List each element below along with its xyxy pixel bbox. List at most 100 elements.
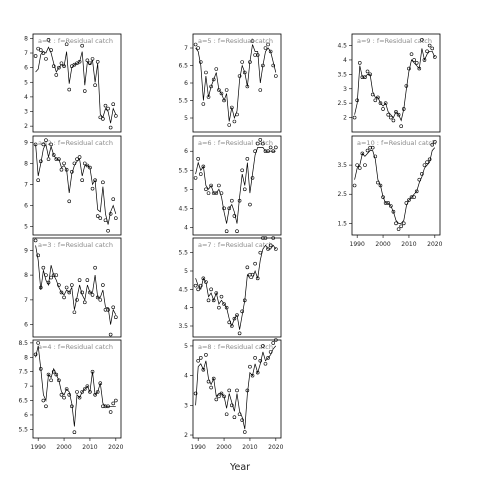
panel-7-point-8 (214, 291, 219, 295)
panel-4-point-10 (59, 392, 64, 397)
panel-4-point-30 (111, 401, 116, 406)
panel-1-point-0 (33, 54, 38, 58)
panel-5-ytick-label-1: 5.5 (178, 98, 188, 105)
panel-4-xtick-label-3: 2020 (108, 444, 123, 451)
panel-7-point-13 (227, 320, 232, 325)
panel-10-point-13 (386, 201, 391, 205)
panel-2-point-11 (62, 161, 66, 166)
panel-2-point-23 (93, 178, 97, 183)
panel-6-frame (192, 135, 282, 236)
panel-2-point-30 (111, 197, 116, 201)
panel-6-point-17 (237, 198, 242, 203)
panel-10-point-26 (420, 172, 424, 176)
panel-1-point-27 (103, 103, 108, 108)
panel-4-point-2 (38, 367, 43, 371)
panel-5-point-13 (227, 123, 232, 127)
panel-6-point-1 (196, 157, 200, 161)
panel-6-point-15 (232, 214, 237, 218)
panel-8-point-1 (196, 358, 200, 363)
panel-7-point-2 (198, 283, 203, 288)
panel-7-point-29 (268, 243, 273, 248)
panel-1-point-10 (59, 61, 64, 66)
panel-4-point-21 (88, 390, 92, 394)
panel-7-point-0 (193, 283, 198, 288)
panel-3-point-27 (103, 307, 108, 312)
panel-10-point-5 (365, 148, 370, 153)
panel-4-label: a=4 : f=Residual catch (38, 343, 113, 351)
panel-6-ytick-label-1: 4.5 (178, 205, 188, 212)
panel-4-point-31 (114, 398, 118, 403)
panel-8-point-11 (222, 394, 226, 399)
panel-7-point-26 (261, 236, 265, 240)
panel-2-point-21 (88, 165, 92, 170)
panel-1-label: a=1 : f=Residual catch (38, 37, 113, 45)
panel-10-point-22 (409, 195, 414, 199)
panel-2-point-26 (101, 180, 105, 185)
panel-3-fit-line (35, 245, 117, 325)
panel-9-point-30 (430, 46, 435, 51)
panel-2-ytick-label-3: 8 (24, 160, 28, 167)
panel-5-point-26 (261, 63, 265, 68)
panel-7-point-1 (196, 287, 200, 292)
panel-9-point-13 (386, 112, 391, 117)
panel-7-point-11 (222, 302, 226, 306)
panel-1-ytick-label-2: 4 (24, 94, 28, 101)
panel-10-xtick-label-0: 1990 (350, 241, 365, 248)
panel-7-ytick-label-2: 4.5 (178, 286, 188, 293)
panel-5-ytick-label-3: 6.5 (178, 63, 188, 70)
panel-3-point-13 (67, 290, 72, 295)
panel-1-point-25 (98, 115, 103, 120)
panel-8-point-4 (204, 353, 208, 357)
panel-1-point-22 (90, 57, 95, 61)
panel-10-point-24 (414, 189, 419, 194)
panel-2-point-2 (38, 159, 43, 164)
panel-10-point-9 (376, 180, 380, 185)
panel-5-point-24 (255, 53, 260, 57)
panel-1-point-11 (62, 64, 66, 68)
panel-8-point-17 (237, 412, 242, 417)
x-axis-title: Year (229, 462, 250, 473)
panel-4-fit-line (35, 345, 116, 427)
panel-3-point-6 (49, 275, 53, 280)
panel-7-ytick-label-4: 5.5 (178, 250, 188, 257)
panel-4-point-15 (72, 430, 77, 435)
panel-7-point-20 (245, 265, 250, 270)
panel-3-point-15 (72, 310, 77, 315)
panel-7-point-6 (209, 287, 213, 292)
panel-8-point-7 (211, 376, 216, 381)
panel-3-point-30 (111, 305, 116, 310)
panel-3-point-0 (33, 238, 38, 243)
panel-9-point-19 (401, 107, 406, 111)
panel-1-point-14 (70, 64, 74, 68)
panel-3-point-1 (36, 253, 40, 258)
panel-9-label: a=9 : f=Residual catch (357, 37, 432, 45)
panel-4-ytick-label-2: 6.5 (18, 398, 28, 405)
panel-5-point-4 (204, 70, 208, 75)
panel-5-label: a=5 : f=Residual catch (198, 37, 273, 45)
panel-8-point-6 (209, 385, 213, 390)
panel-4-point-4 (44, 404, 48, 409)
panel-1-point-15 (72, 62, 77, 67)
panel-2-point-20 (85, 163, 90, 168)
panel-10-xtick-label-3: 2020 (427, 241, 442, 248)
panel-4-point-20 (85, 384, 90, 388)
panel-1-point-24 (95, 59, 100, 64)
panel-4-point-6 (49, 378, 53, 383)
panel-2-point-31 (114, 216, 118, 220)
panel-6-point-6 (209, 183, 213, 188)
panel-7-point-23 (253, 261, 257, 266)
panel-4-ytick-label-5: 8 (24, 354, 28, 361)
panel-1-point-4 (44, 57, 48, 61)
panel-2-point-1 (36, 178, 40, 183)
panel-3-frame (32, 237, 122, 338)
panel-3-point-12 (64, 285, 69, 290)
panel-4-point-22 (90, 369, 95, 374)
panel-1-point-9 (57, 65, 61, 70)
panel-4-ytick-label-1: 6 (24, 412, 28, 419)
panel-8-point-27 (263, 361, 268, 366)
panel-4-point-3 (41, 398, 46, 403)
panel-8-frame (192, 339, 282, 439)
panel-10-fit-line (354, 147, 436, 224)
panel-10-point-21 (407, 198, 411, 202)
